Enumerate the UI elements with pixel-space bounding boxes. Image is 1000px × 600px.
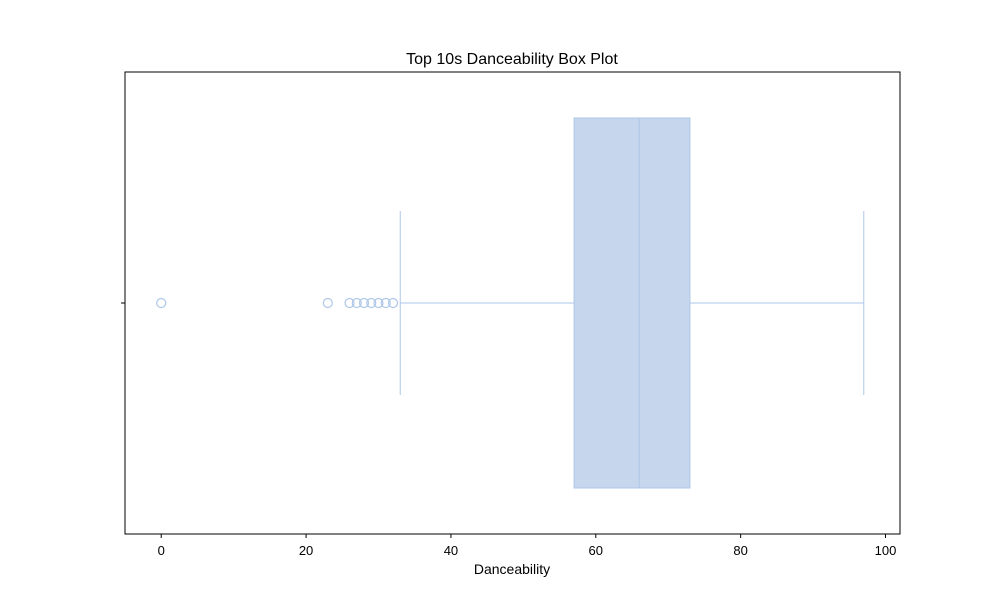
outlier-point — [380, 297, 391, 309]
x-tick-label: 40 — [444, 543, 458, 558]
x-tick-label: 80 — [733, 543, 747, 558]
outlier-point — [373, 297, 384, 309]
iqr-box — [573, 117, 691, 489]
outlier-point — [366, 297, 377, 309]
outlier-point — [351, 297, 362, 309]
outlier-point — [322, 297, 333, 309]
x-tick-label: 20 — [299, 543, 313, 558]
outlier-point — [387, 297, 399, 309]
plot-area — [156, 117, 865, 489]
outlier-point — [344, 297, 355, 309]
x-tick-label: 0 — [158, 543, 165, 558]
chart-title: Top 10s Danceability Box Plot — [406, 51, 618, 68]
x-axis: 0 20 40 60 80 100 — [158, 534, 897, 558]
x-tick-label: 100 — [875, 543, 897, 558]
outlier-point — [156, 297, 167, 309]
x-axis-label: Danceability — [474, 561, 550, 577]
x-tick-label: 60 — [589, 543, 603, 558]
outlier-point — [358, 297, 370, 309]
